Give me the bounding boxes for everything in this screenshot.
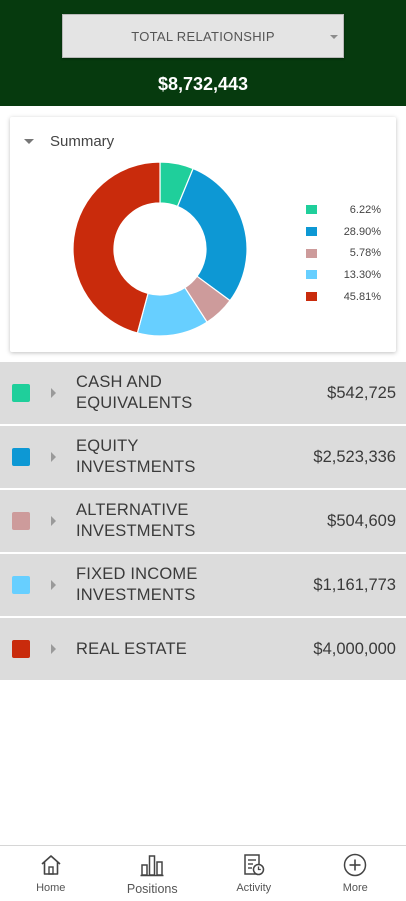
position-row-real-estate[interactable]: REAL ESTATE $4,000,000 <box>0 618 406 680</box>
position-name: FIXED INCOME INVESTMENTS <box>76 554 226 616</box>
legend-item: 5.78% <box>306 242 381 264</box>
summary-toggle[interactable]: Summary <box>24 131 114 151</box>
position-amount: $2,523,336 <box>313 426 396 488</box>
legend-percent: 6.22% <box>327 204 381 216</box>
expand-arrow-icon <box>51 388 56 398</box>
nav-label: Positions <box>127 882 178 896</box>
position-name: REAL ESTATE <box>76 618 226 680</box>
legend-swatch <box>306 227 317 236</box>
collapse-triangle-icon <box>24 139 34 144</box>
legend-percent: 28.90% <box>327 226 381 238</box>
legend-item: 28.90% <box>306 221 381 243</box>
expand-arrow-icon <box>51 644 56 654</box>
legend-swatch <box>306 249 317 258</box>
nav-home[interactable]: Home <box>0 846 102 901</box>
legend-swatch <box>306 205 317 214</box>
legend-percent: 5.78% <box>327 247 381 259</box>
legend-percent: 13.30% <box>327 269 381 281</box>
legend-swatch <box>306 270 317 279</box>
home-icon <box>39 853 63 877</box>
category-color-square <box>12 576 30 594</box>
position-amount: $4,000,000 <box>313 618 396 680</box>
bar-chart-icon <box>140 853 164 877</box>
donut-slice <box>178 169 247 301</box>
category-color-square <box>12 640 30 658</box>
nav-activity[interactable]: Activity <box>203 846 305 901</box>
nav-label: Home <box>36 882 65 894</box>
plus-circle-icon <box>343 853 367 877</box>
nav-label: More <box>343 882 368 894</box>
total-value: $8,732,443 <box>0 74 406 95</box>
nav-label: Activity <box>236 882 271 894</box>
relationship-select[interactable]: TOTAL RELATIONSHIP <box>62 14 344 58</box>
position-row-fixed-income[interactable]: FIXED INCOME INVESTMENTS $1,161,773 <box>0 554 406 616</box>
activity-icon <box>242 853 266 877</box>
chart-legend: 6.22% 28.90% 5.78% 13.30% 45.81% <box>306 199 381 307</box>
category-color-square <box>12 448 30 466</box>
category-color-square <box>12 512 30 530</box>
nav-more[interactable]: More <box>305 846 406 901</box>
allocation-donut-chart <box>72 161 248 337</box>
legend-item: 6.22% <box>306 199 381 221</box>
nav-positions[interactable]: Positions <box>102 846 204 901</box>
position-name: ALTERNATIVE INVESTMENTS <box>76 490 226 552</box>
summary-card: Summary 6.22% 28.90% 5.78% 13.30% 45.81% <box>10 117 396 352</box>
position-amount: $542,725 <box>327 362 396 424</box>
position-amount: $1,161,773 <box>313 554 396 616</box>
expand-arrow-icon <box>51 452 56 462</box>
legend-percent: 45.81% <box>327 291 381 303</box>
chevron-down-icon <box>330 35 338 39</box>
legend-item: 13.30% <box>306 264 381 286</box>
position-name: EQUITY INVESTMENTS <box>76 426 226 488</box>
summary-title: Summary <box>50 133 114 150</box>
position-row-cash[interactable]: CASH AND EQUIVALENTS $542,725 <box>0 362 406 424</box>
category-color-square <box>12 384 30 402</box>
position-row-alternative[interactable]: ALTERNATIVE INVESTMENTS $504,609 <box>0 490 406 552</box>
position-row-equity[interactable]: EQUITY INVESTMENTS $2,523,336 <box>0 426 406 488</box>
expand-arrow-icon <box>51 580 56 590</box>
relationship-select-label: TOTAL RELATIONSHIP <box>131 29 275 44</box>
legend-item: 45.81% <box>306 286 381 308</box>
bottom-nav: Home Positions Activity More <box>0 845 406 901</box>
legend-swatch <box>306 292 317 301</box>
header: TOTAL RELATIONSHIP $8,732,443 <box>0 0 406 106</box>
expand-arrow-icon <box>51 516 56 526</box>
position-amount: $504,609 <box>327 490 396 552</box>
position-name: CASH AND EQUIVALENTS <box>76 362 226 424</box>
positions-list: CASH AND EQUIVALENTS $542,725 EQUITY INV… <box>0 362 406 682</box>
